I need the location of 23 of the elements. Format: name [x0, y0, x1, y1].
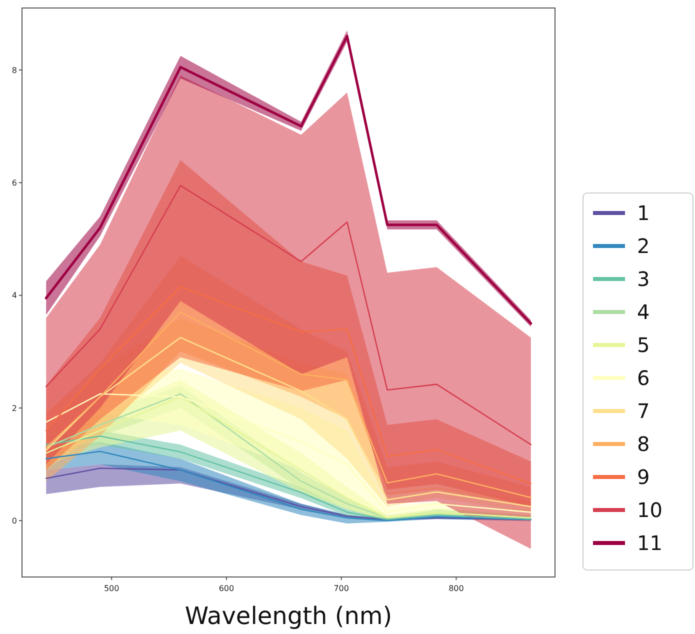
x-tick-label: 600	[218, 584, 234, 593]
y-tick-label: 0	[12, 516, 17, 526]
legend-label: 11	[637, 531, 662, 555]
legend-label: 2	[637, 234, 650, 258]
x-tick-label: 700	[334, 584, 349, 593]
x-tick-label: 500	[104, 584, 120, 593]
legend-label: 6	[637, 366, 650, 390]
y-tick-label: 2	[12, 404, 17, 413]
legend-label: 3	[637, 267, 650, 291]
legend-label: 9	[637, 465, 650, 489]
legend-label: 1	[637, 201, 650, 225]
line-series	[45, 286, 532, 484]
x-tick-label: 800	[448, 584, 464, 593]
legend-label: 10	[637, 498, 662, 522]
line-series	[45, 184, 532, 446]
x-axis-title: Wavelength (nm)	[184, 602, 392, 630]
y-tick-label: 4	[12, 291, 17, 300]
legend-label: 4	[637, 300, 650, 324]
legend-label: 8	[637, 432, 650, 456]
legend-label: 5	[637, 333, 650, 357]
y-tick-label: 8	[12, 66, 17, 75]
legend-label: 7	[637, 399, 650, 423]
y-tick-label: 6	[12, 178, 17, 188]
